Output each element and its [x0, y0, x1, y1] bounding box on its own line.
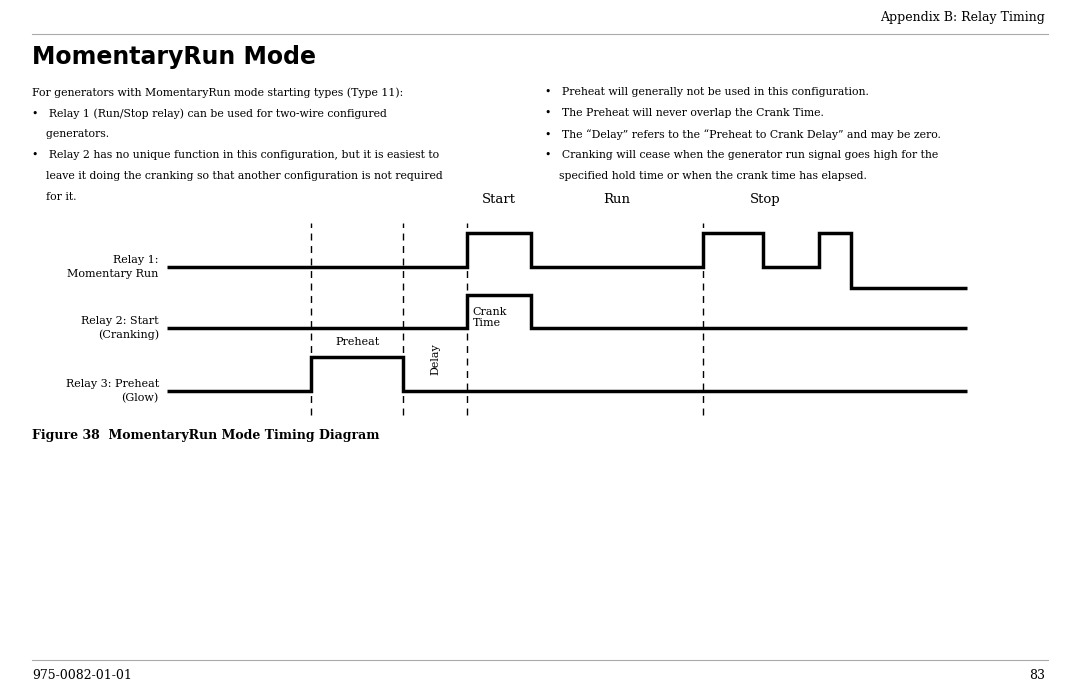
Text: specified hold time or when the crank time has elapsed.: specified hold time or when the crank ti… — [545, 171, 867, 181]
Text: Relay 3: Preheat
(Glow): Relay 3: Preheat (Glow) — [66, 378, 159, 403]
Text: Relay 1:
Momentary Run: Relay 1: Momentary Run — [67, 255, 159, 279]
Text: 83: 83 — [1029, 669, 1045, 682]
Text: •   Relay 2 has no unique function in this configuration, but it is easiest to: • Relay 2 has no unique function in this… — [32, 150, 440, 160]
Text: •   The “Delay” refers to the “Preheat to Crank Delay” and may be zero.: • The “Delay” refers to the “Preheat to … — [545, 129, 942, 140]
Text: Run: Run — [604, 193, 631, 206]
Text: for it.: for it. — [32, 192, 77, 202]
Text: •   Preheat will generally not be used in this configuration.: • Preheat will generally not be used in … — [545, 87, 869, 97]
Text: MomentaryRun Mode: MomentaryRun Mode — [32, 45, 316, 69]
Text: Delay: Delay — [430, 343, 441, 376]
Text: Figure 38  MomentaryRun Mode Timing Diagram: Figure 38 MomentaryRun Mode Timing Diagr… — [32, 429, 380, 443]
Text: Start: Start — [482, 193, 516, 206]
Text: Preheat: Preheat — [335, 337, 379, 347]
Text: Relay 2: Start
(Cranking): Relay 2: Start (Cranking) — [81, 315, 159, 341]
Text: 975-0082-01-01: 975-0082-01-01 — [32, 669, 132, 682]
Text: For generators with MomentaryRun mode starting types (Type 11):: For generators with MomentaryRun mode st… — [32, 87, 404, 98]
Text: •   The Preheat will never overlap the Crank Time.: • The Preheat will never overlap the Cra… — [545, 108, 824, 118]
Text: •   Relay 1 (Run/Stop relay) can be used for two-wire configured: • Relay 1 (Run/Stop relay) can be used f… — [32, 108, 388, 119]
Text: •   Cranking will cease when the generator run signal goes high for the: • Cranking will cease when the generator… — [545, 150, 939, 160]
Text: leave it doing the cranking so that another configuration is not required: leave it doing the cranking so that anot… — [32, 171, 443, 181]
Text: Crank
Time: Crank Time — [473, 307, 507, 328]
Text: Appendix B: Relay Timing: Appendix B: Relay Timing — [880, 11, 1045, 24]
Text: Stop: Stop — [750, 193, 780, 206]
Text: generators.: generators. — [32, 129, 109, 139]
